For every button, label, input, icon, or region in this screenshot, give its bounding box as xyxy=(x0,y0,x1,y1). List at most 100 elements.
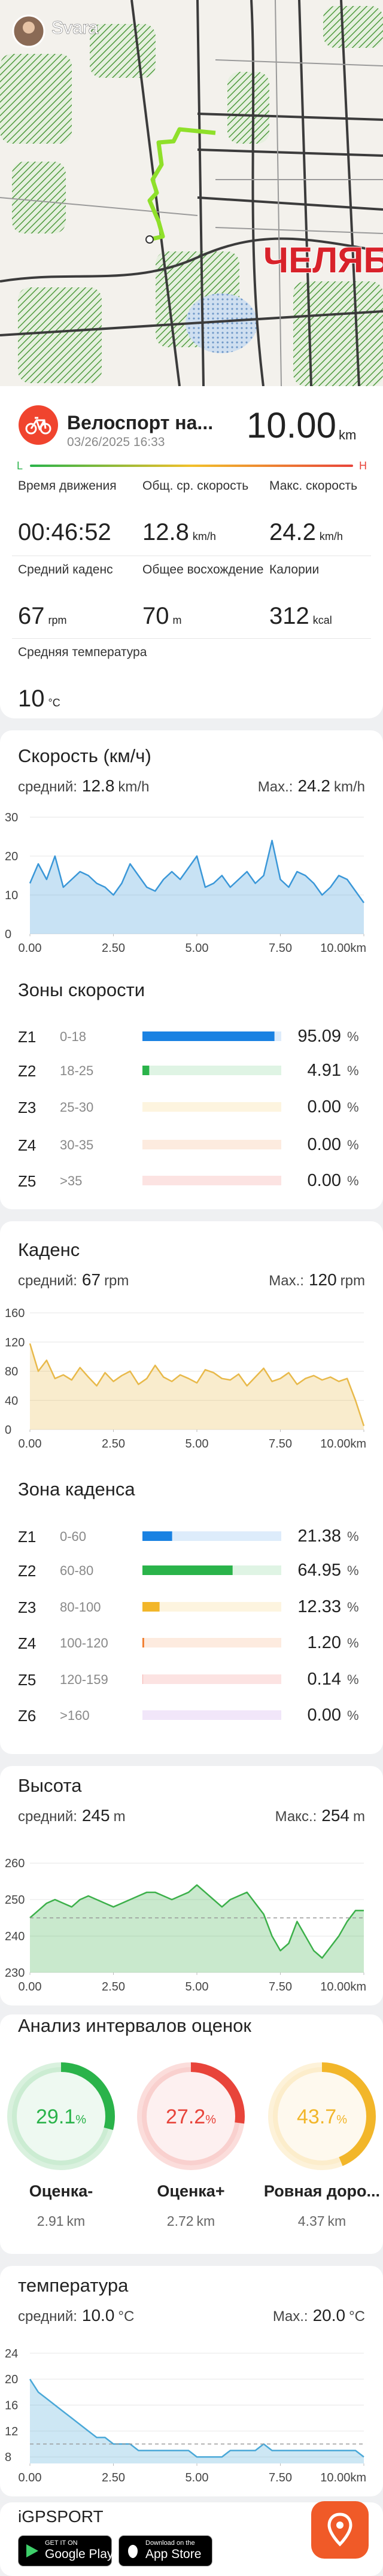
distance-unit: km xyxy=(339,427,357,442)
avg-label: средний: xyxy=(18,2308,77,2325)
zone-unit: % xyxy=(347,1672,359,1687)
zone-unit: % xyxy=(347,1137,359,1152)
zone-unit: % xyxy=(347,1063,359,1078)
stat-value: 70 xyxy=(142,603,169,629)
zone-percent: 0.00 xyxy=(307,1706,341,1725)
zone-range: >35 xyxy=(60,1173,83,1188)
avg-unit: m xyxy=(113,1809,126,1825)
zone-track xyxy=(142,1602,281,1612)
ring-value: 29.1 xyxy=(36,2105,75,2128)
zone-bar xyxy=(142,1531,281,1541)
interval-distance: 4.37 km xyxy=(262,2213,382,2229)
distance-unit: km xyxy=(196,2213,215,2229)
park xyxy=(323,6,383,48)
ring-label: 27.2% xyxy=(166,2105,216,2128)
chart: 0 40 80 120 160 0.00 2.50 5.00 7.50 10.00km xyxy=(5,1307,366,1451)
y-tick-label: 30 xyxy=(5,811,18,824)
stat-label: Средняя температура xyxy=(18,645,147,659)
stat-value: 12.8 xyxy=(142,519,189,545)
route xyxy=(147,127,216,242)
chart: 0 10 20 30 0.00 2.50 5.00 7.50 10.00km xyxy=(5,811,366,955)
max-value: 120 xyxy=(308,1270,337,1289)
city-label: ЧЕЛЯБИ xyxy=(263,240,383,280)
line xyxy=(29,839,365,903)
stat-cell: Макс. скорость 24.2 km/h xyxy=(269,479,380,546)
activity-title: Велоспорт на... xyxy=(67,412,214,433)
pin xyxy=(327,2513,352,2547)
road xyxy=(275,0,282,386)
pin-dot xyxy=(336,2522,344,2529)
road xyxy=(0,310,383,336)
park xyxy=(0,54,72,144)
zone-track xyxy=(142,1674,281,1684)
zone-name: Z3 xyxy=(18,1099,37,1116)
zone-bar xyxy=(142,1066,281,1075)
stat-unit: kcal xyxy=(312,614,332,626)
avg-label: средний: xyxy=(18,1809,77,1825)
road xyxy=(0,237,383,283)
zone-unit: % xyxy=(347,1029,359,1044)
zone-track xyxy=(142,1531,281,1541)
location-button[interactable] xyxy=(311,2501,369,2559)
y-tick-label: 12 xyxy=(5,2425,18,2438)
zone-unit: % xyxy=(347,1708,359,1723)
zone-percent: 4.91 xyxy=(307,1061,341,1080)
ring-unit: % xyxy=(75,2113,86,2126)
store-badge[interactable]: GET IT ON Google Play xyxy=(18,2535,113,2566)
stat-value-row: 24.2 km/h xyxy=(269,519,380,546)
stat-cell: Общ. ср. скорость 12.8 km/h xyxy=(142,479,253,546)
stat-cell: Время движения 00:46:52 xyxy=(18,479,129,546)
max-label: Max.: xyxy=(257,779,293,795)
stat-value-row: 10 °C xyxy=(18,685,129,712)
park xyxy=(90,24,156,78)
ring-unit: % xyxy=(205,2113,216,2126)
x-tick-label: 5.00 xyxy=(186,2471,209,2484)
max-value: 24.2 xyxy=(297,776,330,795)
section-card xyxy=(0,730,383,1209)
zone-fill xyxy=(142,1531,172,1541)
stat-value-row: 67 rpm xyxy=(18,603,129,630)
y-tick-label: 250 xyxy=(5,1894,25,1907)
park xyxy=(227,72,269,144)
road xyxy=(197,113,383,121)
zone-bar xyxy=(142,1638,281,1647)
y-tick-label: 120 xyxy=(5,1336,25,1349)
zone-bar xyxy=(142,1102,281,1112)
x-tick-label: 7.50 xyxy=(269,1437,292,1451)
zone-fill xyxy=(142,1066,150,1075)
x-tick-label: 5.00 xyxy=(186,1980,209,1994)
badge-small: GET IT ON xyxy=(45,2539,78,2547)
max-unit: °C xyxy=(349,2308,365,2325)
score-ring: 27.2% xyxy=(137,2062,245,2170)
avg-value: 245 xyxy=(81,1806,110,1825)
y-tick-label: 0 xyxy=(5,928,11,941)
x-tick-label: 0.00 xyxy=(19,2471,42,2484)
interval-name: Оценка- xyxy=(29,2182,93,2200)
sport-icon xyxy=(19,405,58,445)
zone-range: >160 xyxy=(60,1708,90,1723)
y-tick-label: 240 xyxy=(5,1930,25,1943)
ring-unit: % xyxy=(336,2113,347,2126)
ring-label: 43.7% xyxy=(297,2105,347,2128)
x-tick-label: 10.00km xyxy=(320,1980,366,1994)
stat-unit: °C xyxy=(48,697,60,709)
store-badge[interactable]: Download on the App Store xyxy=(118,2535,212,2566)
x-tick-label: 7.50 xyxy=(269,1980,292,1994)
zone-unit: % xyxy=(347,1173,359,1188)
distance-value: 2.91 xyxy=(37,2213,64,2229)
summary-card xyxy=(0,386,383,718)
store-icon xyxy=(128,2545,138,2558)
y-tick-label: 10 xyxy=(5,889,18,902)
road xyxy=(197,148,383,157)
x-tick-label: 7.50 xyxy=(269,2471,292,2484)
avg-line: средний: 10.0 °C xyxy=(18,2306,134,2325)
stat-value-row: 12.8 km/h xyxy=(142,519,253,546)
zone-unit: % xyxy=(347,1563,359,1578)
button-bg xyxy=(311,2501,369,2559)
zone-unit: % xyxy=(347,1600,359,1615)
stat-cell: Средний каденс 67 rpm xyxy=(18,563,129,630)
y-tick-label: 8 xyxy=(5,2451,11,2464)
y-tick-label: 40 xyxy=(5,1394,18,1407)
section-title: Высота xyxy=(18,1775,82,1796)
road xyxy=(250,0,265,386)
